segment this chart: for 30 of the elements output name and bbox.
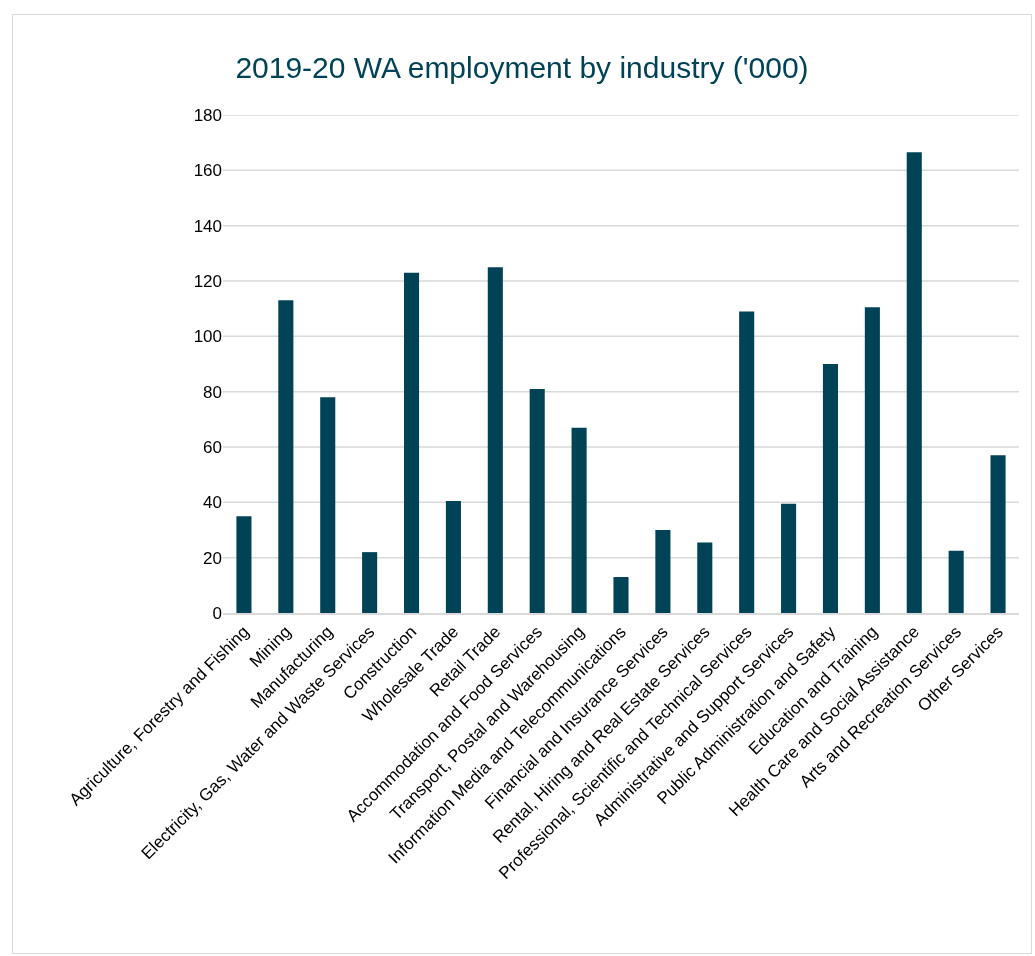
y-tick-label: 60: [203, 437, 222, 457]
bar: [236, 516, 252, 613]
bar: [362, 552, 378, 613]
bar: [655, 530, 671, 613]
bar: [906, 152, 922, 613]
y-tick-label: 20: [203, 548, 222, 568]
bar: [613, 577, 629, 613]
bar: [403, 272, 420, 613]
y-tick-label: 180: [193, 105, 222, 125]
y-tick-label: 120: [193, 271, 222, 291]
bar: [487, 267, 503, 613]
y-tick-label: 160: [193, 161, 222, 181]
bar: [781, 503, 797, 613]
chart-title: 2019-20 WA employment by industry ('000): [235, 51, 809, 85]
bar: [571, 427, 587, 613]
bar: [529, 388, 545, 613]
bar: [278, 300, 294, 613]
y-tick-label: 0: [212, 603, 222, 623]
y-tick-label: 40: [203, 493, 222, 513]
bar: [990, 455, 1006, 613]
y-tick-label: 140: [193, 216, 222, 236]
bar: [739, 311, 755, 613]
bar: [822, 364, 839, 613]
bar: [697, 542, 713, 613]
bar: [445, 500, 461, 613]
y-tick-label: 80: [203, 382, 222, 402]
bar: [320, 397, 336, 613]
bar: [864, 307, 880, 613]
y-tick-label: 100: [193, 327, 222, 347]
bar: [948, 550, 964, 613]
